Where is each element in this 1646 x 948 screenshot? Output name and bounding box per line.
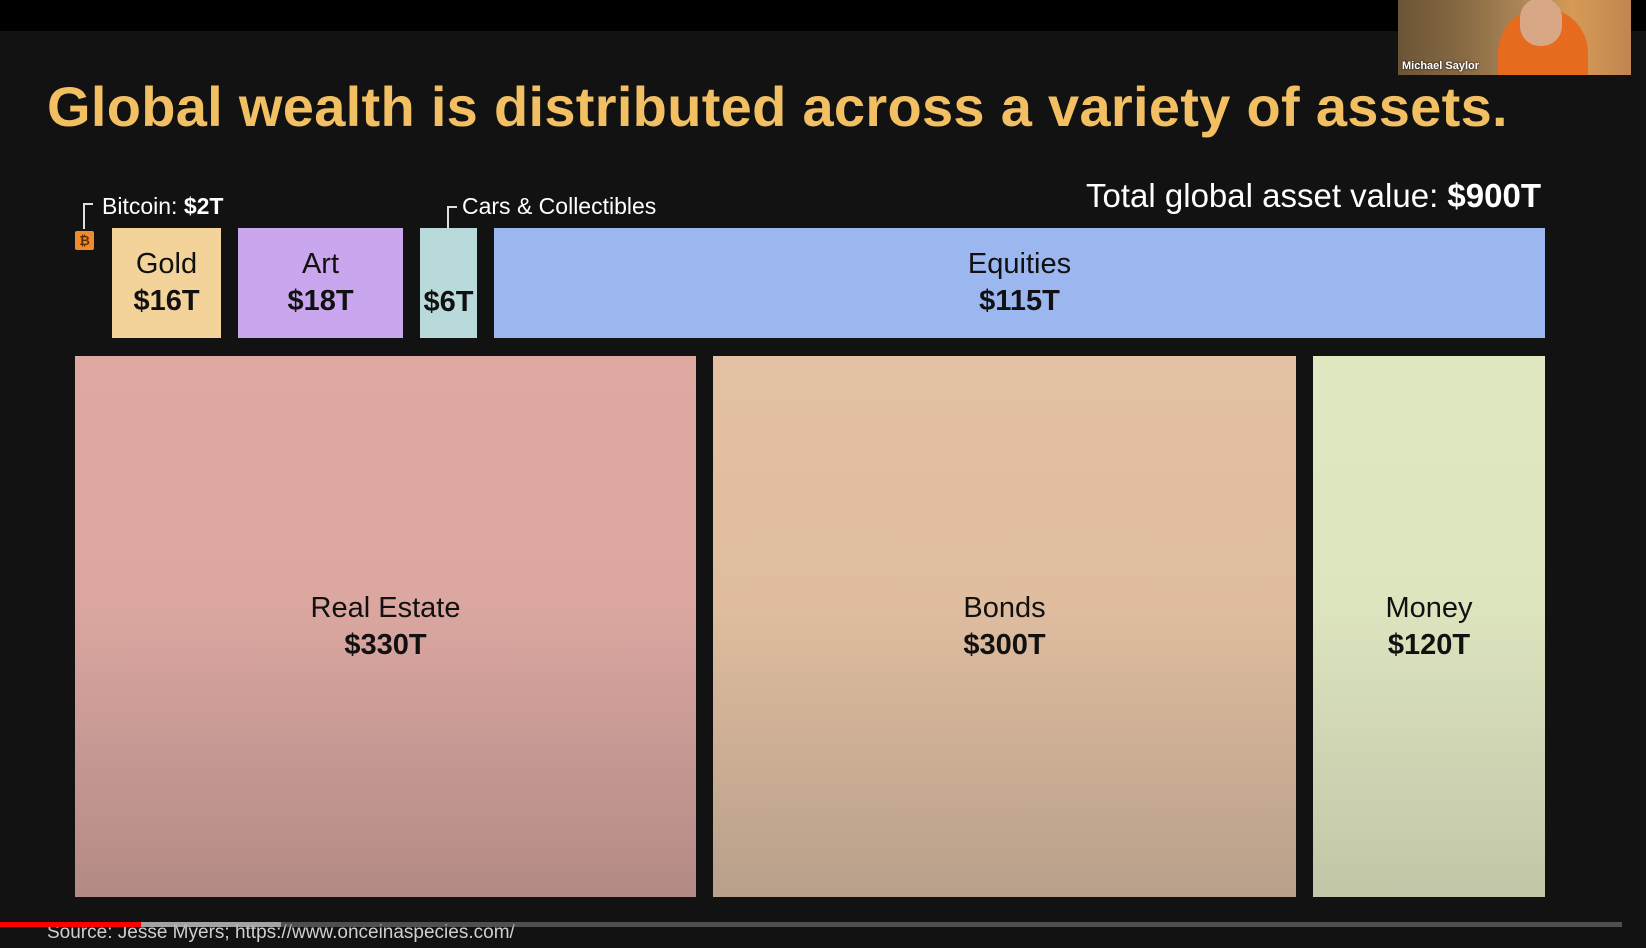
equities-label: Equities <box>967 248 1072 280</box>
treemap-block-real-estate: Real Estate $330T <box>75 356 696 897</box>
cars-value: $6T <box>423 286 474 318</box>
bitcoin-icon: ₿ <box>75 231 94 250</box>
treemap-block-equities: Equities $115T <box>494 228 1545 338</box>
treemap-block-cars: $6T <box>420 228 477 338</box>
video-top-bar <box>0 0 1646 31</box>
money-label: Money <box>1385 591 1473 624</box>
bonds-value: $300T <box>963 628 1046 661</box>
treemap-block-money: Money $120T <box>1313 356 1545 897</box>
real-estate-label: Real Estate <box>310 591 461 624</box>
real-estate-value: $330T <box>344 628 427 661</box>
webcam-overlay: Michael Saylor <box>1398 0 1631 75</box>
art-label: Art <box>301 248 340 280</box>
bonds-label: Bonds <box>963 591 1046 624</box>
slide-title: Global wealth is distributed across a va… <box>47 75 1508 138</box>
webcam-head <box>1520 0 1562 46</box>
source-citation: Source: Jesse Myers; https://www.onceina… <box>47 922 515 943</box>
bitcoin-value: $2T <box>183 193 224 219</box>
video-progress-track[interactable] <box>0 922 1622 927</box>
bitcoin-callout-bracket <box>83 203 93 229</box>
webcam-name: Michael Saylor <box>1402 60 1480 72</box>
gold-value: $16T <box>133 285 200 317</box>
total-value: $900T <box>1447 177 1541 214</box>
total-label-text: Total global asset value: <box>1086 177 1439 214</box>
treemap-block-gold: Gold $16T <box>112 228 221 338</box>
equities-value: $115T <box>979 285 1060 317</box>
treemap-block-art: Art $18T <box>238 228 403 338</box>
art-value: $18T <box>287 285 354 317</box>
bitcoin-callout: Bitcoin: $2T <box>102 193 223 220</box>
money-value: $120T <box>1387 628 1471 661</box>
video-progress-bar[interactable] <box>0 922 141 927</box>
treemap-block-bonds: Bonds $300T <box>713 356 1296 897</box>
cars-callout-bracket <box>447 206 457 228</box>
gold-label: Gold <box>135 248 198 280</box>
total-value-label: Total global asset value: $900T <box>1086 177 1541 215</box>
cars-callout: Cars & Collectibles <box>462 193 657 219</box>
bitcoin-label: Bitcoin: <box>102 193 178 219</box>
